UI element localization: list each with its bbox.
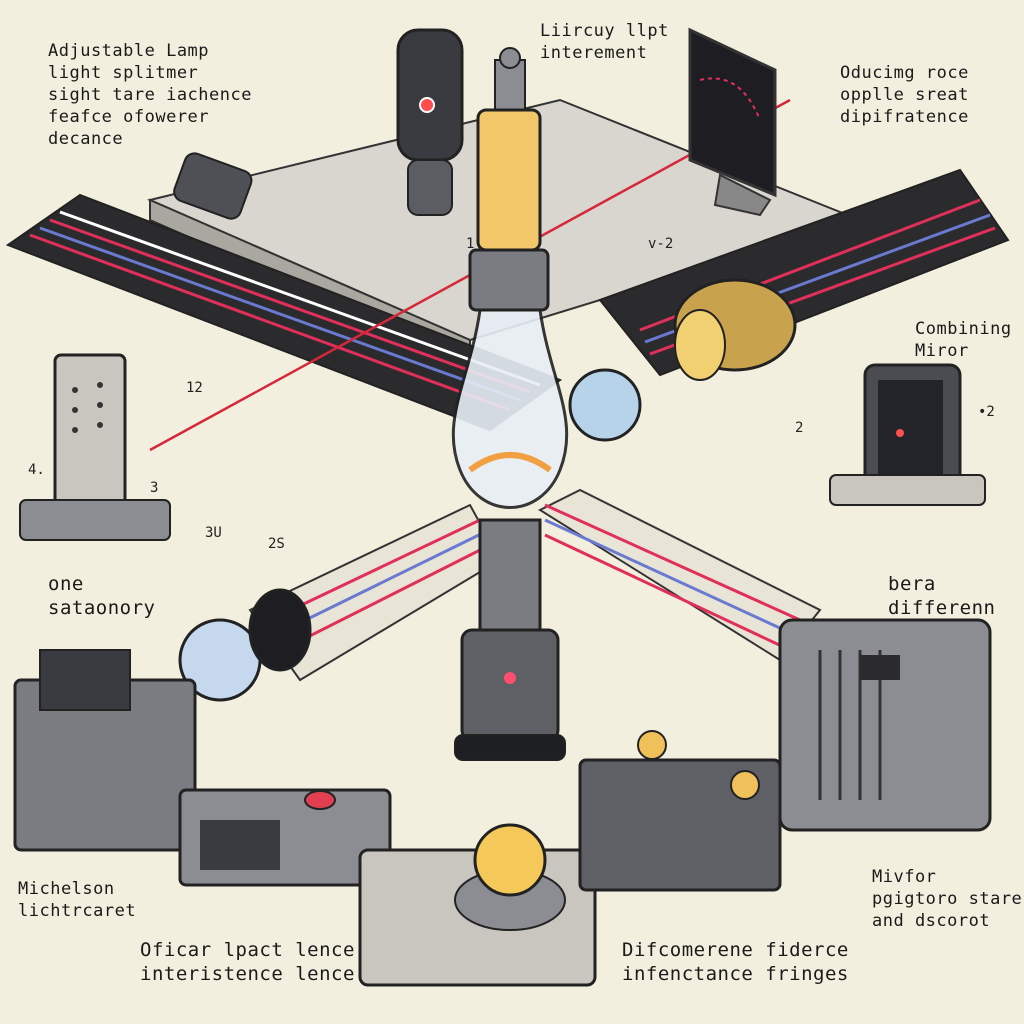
lamp-glow	[468, 452, 552, 473]
marker-3: 3	[150, 480, 159, 496]
label-michelson: Michelson lichtrcaret	[18, 879, 137, 921]
monitor-stand	[713, 173, 772, 217]
laser-beams-lower-right	[544, 503, 801, 652]
lamp-neck	[468, 248, 550, 312]
lamp-indicator	[504, 672, 516, 684]
marker-1: 1	[466, 236, 475, 252]
laser-beams-left	[29, 210, 541, 412]
lamp-foot	[454, 734, 566, 761]
lens-tube-opening	[248, 588, 312, 672]
label-optical-lens: Oficar lpact lence interistence lence	[140, 939, 355, 985]
label-title: Liircuy llpt interement	[540, 21, 669, 63]
detector-port	[860, 655, 900, 680]
laser-base	[407, 159, 453, 216]
control-panel-left	[53, 353, 127, 517]
laser-source	[396, 28, 464, 162]
beam-splitter-lens	[568, 368, 642, 442]
label-adjustable-lamp: Adjustable Lamp light splitmer sight tar…	[48, 41, 252, 149]
interference-lens-light	[304, 790, 336, 810]
combining-mirror-base	[829, 474, 986, 506]
marker-12: 12	[186, 380, 203, 396]
beam-tube-lower-right	[537, 488, 822, 662]
label-combining-mirror: Combining Miror	[915, 319, 1012, 361]
detector-body	[778, 618, 992, 832]
fringe-bulb-right	[730, 770, 760, 800]
golden-lens-face	[674, 309, 726, 381]
label-beam-diff: bera differenn	[888, 573, 996, 619]
marker-box2: 2	[795, 420, 804, 436]
fringe-bulb-left	[637, 730, 667, 760]
lamp-pedestal	[478, 518, 542, 632]
combining-mirror-face	[878, 380, 943, 480]
lamp-glass-tube	[476, 108, 542, 252]
marker-4: 4.	[28, 462, 45, 478]
marker-3u: 3U	[205, 525, 222, 541]
light-source-top	[39, 649, 131, 711]
lamp-knob	[499, 47, 521, 69]
monitor-screen	[688, 27, 777, 198]
interference-lens-module	[200, 820, 280, 870]
marker-dot2: •2	[978, 404, 995, 420]
label-difference: Difcomerene fiderce infenctance fringes	[622, 939, 849, 985]
label-mirror-fix: Mivfor pgigtoro stare and dscorot	[872, 867, 1023, 931]
lamp-base	[460, 628, 560, 742]
lamp-bulb	[451, 308, 569, 509]
label-one-stationary: one sataonory	[48, 573, 156, 619]
control-panel-dots	[72, 382, 103, 433]
fringe-detector-base	[578, 758, 782, 892]
combining-mirror-light	[896, 429, 904, 437]
label-producing: Oducimg roce opplle sreat dipifratence	[840, 63, 969, 127]
camera-upper-left	[173, 152, 253, 220]
laser-aperture	[419, 97, 435, 113]
marker-2s: 2S	[268, 536, 285, 552]
marker-v2: v-2	[648, 236, 674, 252]
light-bulb	[473, 823, 547, 897]
control-panel-base	[19, 499, 171, 541]
